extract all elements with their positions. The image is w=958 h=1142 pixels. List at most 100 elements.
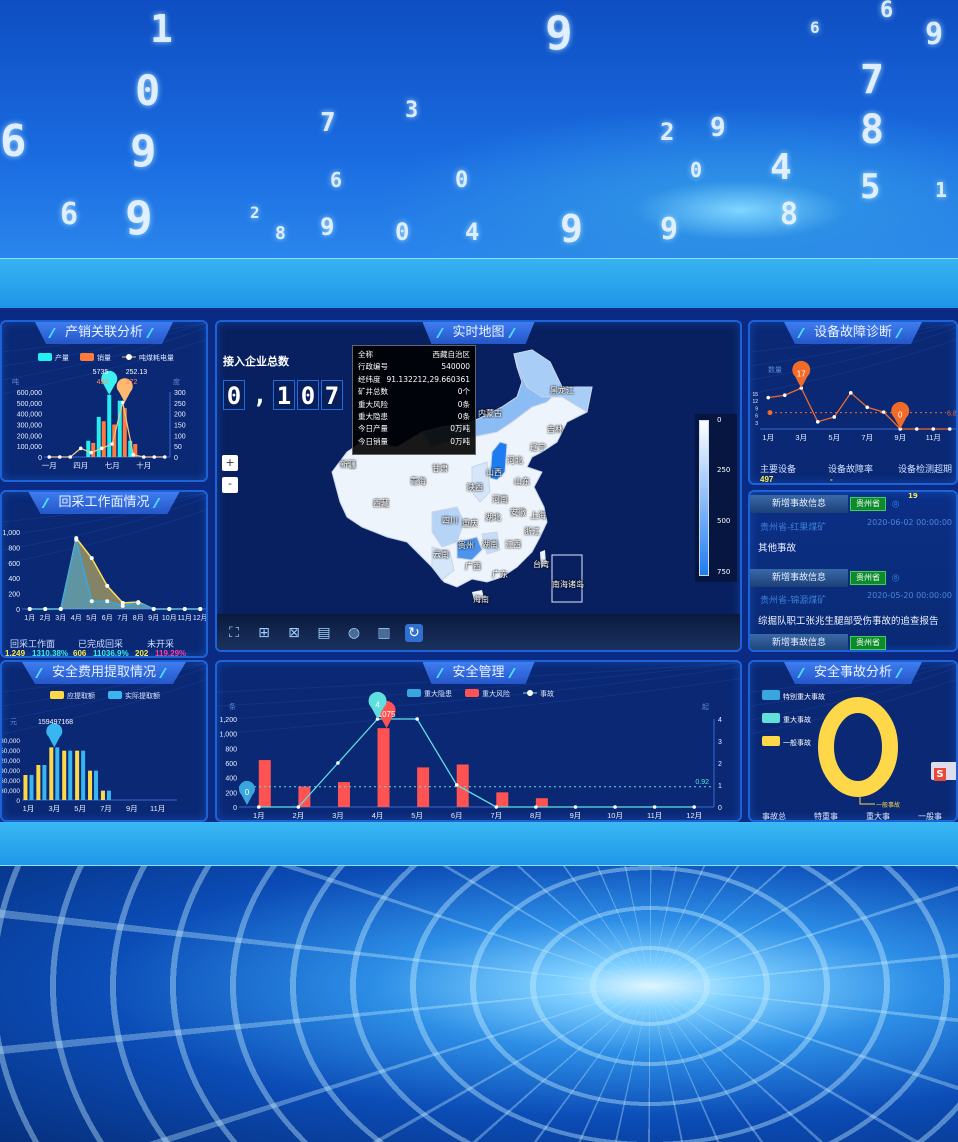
province-label[interactable]: 安徽 [510,508,526,517]
marker-pin-icon [101,370,118,395]
x-tick-label: 3月 [795,433,807,442]
bar [75,750,80,800]
visual-map-bar[interactable] [699,420,709,576]
y2-tick-label: 4 [718,717,722,724]
province-heilongjiang [513,349,593,413]
data-point [120,603,125,608]
data-point [167,607,172,611]
globe-icon[interactable]: ◍ [347,625,361,641]
province-label[interactable]: 新疆 [340,460,356,469]
province-label[interactable]: 重庆 [462,519,478,528]
province-label[interactable]: 青海 [410,477,426,486]
province-label[interactable]: 辽宁 [530,443,546,452]
tooltip-key: 重大风险 [358,399,388,409]
province-label[interactable]: 湖北 [485,513,501,522]
province-label[interactable]: 吉林 [547,425,563,434]
bar [117,400,122,457]
province-label[interactable]: 西藏 [373,499,389,508]
province-label[interactable]: 江西 [505,540,521,549]
tooltip-value: 0万吨 [450,424,470,434]
unit-label: 元 [10,718,17,726]
series-line [49,402,165,458]
background-digit: 2 [660,118,675,146]
province-label[interactable]: 贵州 [458,541,474,550]
ime-icon: S [934,768,946,781]
province-label[interactable]: 南海诸岛 [552,580,584,589]
zoom-out-button[interactable]: - [222,477,238,493]
accident-desc[interactable]: 综掘队职工张兆生腿部受伤事故的追查报告 [758,616,939,627]
marker-pin-icon [368,691,387,719]
marker-label: 0 [245,788,250,797]
province-shanxi [489,441,508,481]
china-map[interactable] [217,322,742,652]
decor-line [750,326,956,381]
province-label[interactable]: 上海 [530,511,546,520]
x-tick-label: 9月 [894,433,906,442]
province-label[interactable]: 湖南 [482,540,498,549]
slice-label: 一般事故 [876,801,900,809]
new-accident-button[interactable]: 新增事故信息 [750,569,848,587]
background-digit: 7 [320,108,336,138]
province-label[interactable]: 云南 [433,550,449,559]
new-accident-button[interactable]: 新增事故信息 [750,634,848,650]
bar [417,767,430,807]
background-digit: 6 [810,18,820,37]
x-tick-label: 7月 [100,804,112,813]
data-point [692,805,697,809]
bar [107,394,112,457]
province-label[interactable]: 黑龙江 [550,386,574,395]
province-label[interactable]: 甘肃 [432,464,448,473]
province-label[interactable]: 四川 [442,516,458,525]
footer-label: 事故总 [762,811,786,821]
province-label[interactable]: 广西 [465,562,481,571]
x-tick-label: 2月 [293,811,305,820]
y-tick-label: 3 [755,421,758,427]
decor-line [750,322,956,353]
province-label[interactable]: 海南 [473,595,489,604]
visual-map-legend[interactable]: 0 250 500 750 [695,414,737,582]
legend-label: 应提取额 [67,691,95,700]
collapse-icon[interactable]: ⊠ [288,625,300,641]
data-point [131,453,136,457]
digit: 7 [321,380,343,410]
new-accident-button[interactable]: 新增事故信息 [750,495,848,513]
location-pin-icon[interactable]: ⌾ [892,571,900,585]
fullscreen-icon[interactable]: ⛶ [229,625,239,641]
location-pin-icon[interactable]: ⌾ [892,497,900,511]
x-tick-label: 2月 [40,614,51,622]
province-label[interactable]: 台湾 [533,560,549,569]
panel-accident-list[interactable]: 新增事故信息 贵州省 ⌾ 19 贵州省-红果煤矿 2020-06-02 00:0… [748,490,958,652]
unit-label: 度 [173,377,180,386]
stat-value: 11036.9% [93,649,129,658]
layers-icon[interactable]: ▤ [317,625,331,641]
province-badge: 贵州省 [850,636,886,650]
zoom-in-button[interactable]: + [222,455,238,471]
province-label[interactable]: 河北 [507,456,523,465]
legend-label: 特别重大事故 [783,692,825,701]
data-point [415,717,419,721]
province-label[interactable]: 内蒙古 [478,409,502,418]
x-tick-label: 5月 [74,804,86,813]
series-line [258,718,695,808]
expand-icon[interactable]: ⊞ [258,625,270,641]
province-label[interactable]: 广东 [492,570,508,579]
province-label[interactable]: 浙江 [524,527,540,536]
stat-label: 已完成回采 [78,640,124,650]
refresh-icon[interactable]: ↻ [405,624,423,642]
bar [55,747,60,800]
province-label[interactable]: 河南 [492,495,508,504]
accident-desc[interactable]: 其他事故 [758,543,797,554]
decor-line [2,322,206,353]
province-label[interactable]: 陕西 [467,483,483,492]
input-method-widget[interactable]: S [931,762,956,781]
building-icon[interactable]: ▥ [377,625,391,641]
marker-pin-icon [116,378,133,403]
marker-label: 17 [797,370,806,379]
bar [298,786,311,807]
y2-tick-label: 0 [718,805,722,812]
panel-safety-management: 安全管理 0 200 400 600 800 1,000 1,200 0 1 2 3 4 1月 2月 3月 4… [215,660,742,822]
province-label[interactable]: 山西 [486,468,502,477]
province-label[interactable]: 山东 [514,477,530,486]
background-digit: 8 [860,107,885,153]
